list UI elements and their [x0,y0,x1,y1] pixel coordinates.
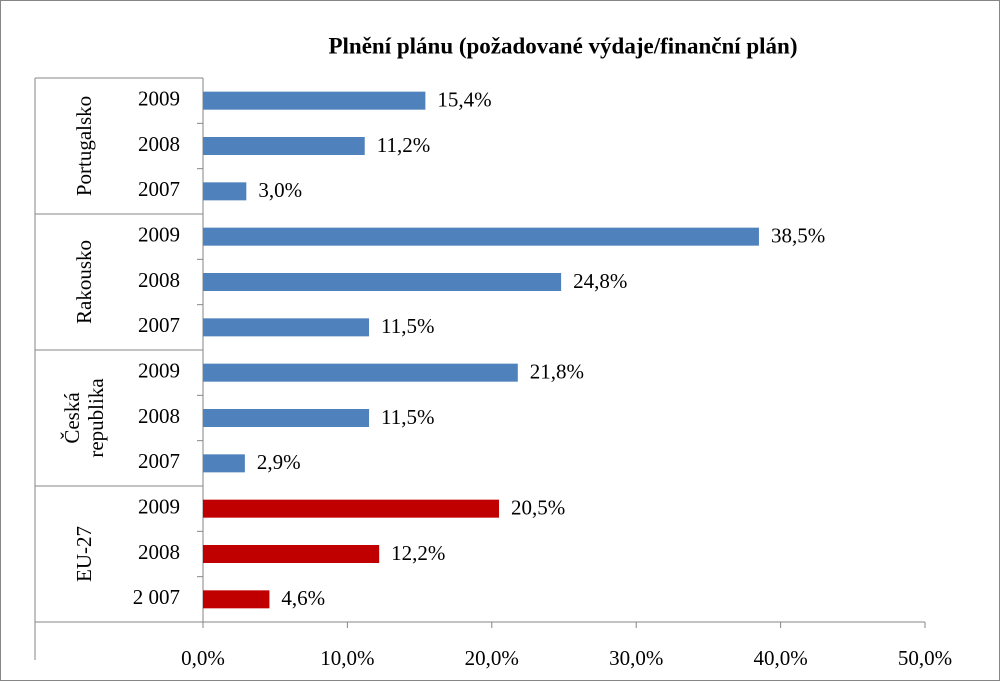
data-label: 4,6% [281,586,325,610]
y-tick-label: 2007 [138,177,180,201]
x-tick-label: 50,0% [898,646,952,670]
y-tick-label: 2009 [138,86,180,110]
data-label: 24,8% [573,269,627,293]
data-label: 11,5% [381,405,434,429]
group-label: Rakousko [72,240,96,324]
bar [203,182,247,201]
data-label: 12,2% [391,541,445,565]
x-tick-label: 20,0% [465,646,519,670]
y-tick-label: 2007 [138,313,180,337]
y-tick-label: 2008 [138,132,180,156]
bar [203,409,370,427]
bar [203,91,426,110]
data-label: 20,5% [511,495,565,519]
data-label: 3,0% [258,178,302,202]
chart-title: Plnění plánu (požadované výdaje/finanční… [328,33,797,58]
bar [203,499,500,518]
bar [203,590,270,609]
bar [203,137,365,155]
y-tick-label: 2008 [138,404,180,428]
y-tick-label: 2008 [138,540,180,564]
data-label: 38,5% [771,223,825,247]
group-label: EU-27 [72,526,96,582]
data-label: 2,9% [257,450,301,474]
bar [203,273,562,291]
data-label: 11,2% [377,133,430,157]
bar [203,454,245,473]
x-tick-label: 40,0% [753,646,807,670]
bar [203,545,380,563]
y-tick-label: 2009 [138,222,180,246]
data-label: 11,5% [381,314,434,338]
y-tick-label: 2009 [138,494,180,518]
x-tick-label: 10,0% [320,646,374,670]
x-tick-label: 30,0% [609,646,663,670]
y-tick-label: 2009 [138,358,180,382]
data-label: 21,8% [530,359,584,383]
bar [203,318,370,337]
group-label: Českárepublika [60,378,108,458]
y-tick-label: 2008 [138,268,180,292]
y-tick-label: 2 007 [133,585,180,609]
bar [203,227,759,246]
y-tick-label: 2007 [138,449,180,473]
bar [203,363,518,382]
group-label: Portugalsko [72,96,96,196]
x-tick-label: 0,0% [181,646,225,670]
data-label: 15,4% [437,87,491,111]
